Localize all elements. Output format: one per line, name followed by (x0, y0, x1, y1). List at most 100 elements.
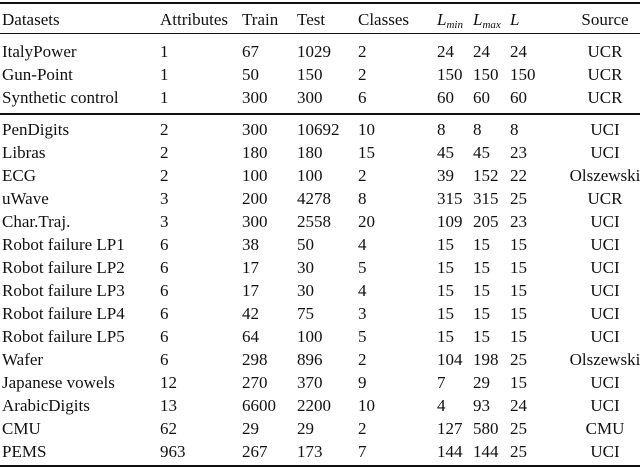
table-cell: 45 (473, 143, 490, 162)
table-cell: 150 (510, 65, 536, 84)
table-cell: 7 (437, 373, 446, 392)
table-cell: 29 (297, 419, 314, 438)
table-cell: 6 (160, 281, 169, 300)
table-cell: 12 (160, 373, 177, 392)
table-cell: 270 (242, 373, 268, 392)
table-cell: 150 (297, 65, 323, 84)
table-cell: 315 (473, 189, 499, 208)
table-cell: 13 (160, 396, 177, 415)
dataset-name: Gun-Point (2, 65, 73, 84)
table-cell: UCI (590, 396, 620, 415)
header-cell: Attributes (160, 10, 228, 29)
table-cell: UCR (587, 65, 623, 84)
dataset-name: PEMS (2, 442, 47, 461)
dataset-name: Robot failure LP4 (2, 304, 125, 323)
table-cell: 6 (160, 327, 169, 346)
table-cell: 2 (358, 65, 367, 84)
table-cell: 45 (437, 143, 454, 162)
table-cell: 200 (242, 189, 268, 208)
table-cell: 17 (242, 258, 259, 277)
dataset-name: ECG (2, 166, 36, 185)
table-cell: 42 (242, 304, 259, 323)
table-cell: 1 (160, 42, 169, 61)
table-cell: 60 (473, 88, 490, 107)
table-cell: 2 (358, 350, 367, 369)
dataset-name: Robot failure LP5 (2, 327, 125, 346)
table-cell: 896 (297, 350, 323, 369)
table-cell: 104 (437, 350, 463, 369)
table-cell: 29 (242, 419, 259, 438)
table-cell: 17 (242, 281, 259, 300)
header-cell: Datasets (2, 10, 60, 29)
table-cell: 15 (473, 281, 490, 300)
table-cell: 38 (242, 235, 259, 254)
table-cell: 144 (437, 442, 463, 461)
dataset-name: Char.Traj. (2, 212, 71, 231)
table-cell: 15 (510, 373, 527, 392)
table-cell: 62 (160, 419, 177, 438)
table-cell: 127 (437, 419, 463, 438)
header-symbol: L (437, 10, 447, 29)
table-cell: 15 (473, 304, 490, 323)
table-cell: UCI (590, 304, 620, 323)
table-cell: 1 (160, 65, 169, 84)
table-cell: 3 (160, 212, 169, 231)
header-symbol: L (473, 10, 483, 29)
table-cell: 370 (297, 373, 323, 392)
table-cell: 24 (510, 396, 527, 415)
table-cell: 180 (297, 143, 323, 162)
table-cell: 25 (510, 189, 527, 208)
table-cell: 2558 (297, 212, 331, 231)
table-cell: 2 (160, 143, 169, 162)
table-cell: 23 (510, 143, 527, 162)
table-cell: 6600 (242, 396, 276, 415)
header-cell: Classes (358, 10, 409, 29)
table-cell: 30 (297, 281, 314, 300)
table-cell: UCI (590, 327, 620, 346)
table-cell: 50 (297, 235, 314, 254)
table-cell: 180 (242, 143, 268, 162)
table-cell: UCI (590, 258, 620, 277)
table-cell: 300 (242, 88, 268, 107)
table-cell: 7 (358, 442, 367, 461)
header-cell: L (510, 10, 520, 29)
table-cell: 15 (510, 281, 527, 300)
table-cell: 3 (358, 304, 367, 323)
table-cell: 173 (297, 442, 323, 461)
table-cell: 5 (358, 258, 367, 277)
table-cell: 23 (510, 212, 527, 231)
table-cell: 3 (160, 189, 169, 208)
table-cell: 50 (242, 65, 259, 84)
table-cell: 1029 (297, 42, 331, 61)
table-cell: 580 (473, 419, 499, 438)
table-cell: 93 (473, 396, 490, 415)
table-cell: 30 (297, 258, 314, 277)
dataset-name: Libras (2, 143, 46, 162)
table-cell: 24 (510, 42, 527, 61)
table-cell: 8 (473, 120, 482, 139)
table-cell: 29 (473, 373, 490, 392)
table-cell: 15 (437, 327, 454, 346)
table-cell: 15 (510, 327, 527, 346)
table-cell: 75 (297, 304, 314, 323)
table-cell: 4 (437, 396, 446, 415)
table-cell: 315 (437, 189, 463, 208)
dataset-name: uWave (2, 189, 49, 208)
table-cell: 198 (473, 350, 499, 369)
header-cell: Lmax (473, 10, 501, 35)
table-cell: 300 (297, 88, 323, 107)
table-cell: 6 (358, 88, 367, 107)
table-cell: 25 (510, 350, 527, 369)
table-cell: Olszewski (569, 350, 640, 369)
table-cell: 15 (510, 258, 527, 277)
table-cell: 4 (358, 235, 367, 254)
table-cell: 267 (242, 442, 268, 461)
table-cell: 60 (437, 88, 454, 107)
table-cell: 6 (160, 350, 169, 369)
table-cell: UCI (590, 373, 620, 392)
table-cell: 100 (297, 327, 323, 346)
table-cell: 2 (160, 120, 169, 139)
table-cell: 8 (510, 120, 519, 139)
table-cell: 205 (473, 212, 499, 231)
